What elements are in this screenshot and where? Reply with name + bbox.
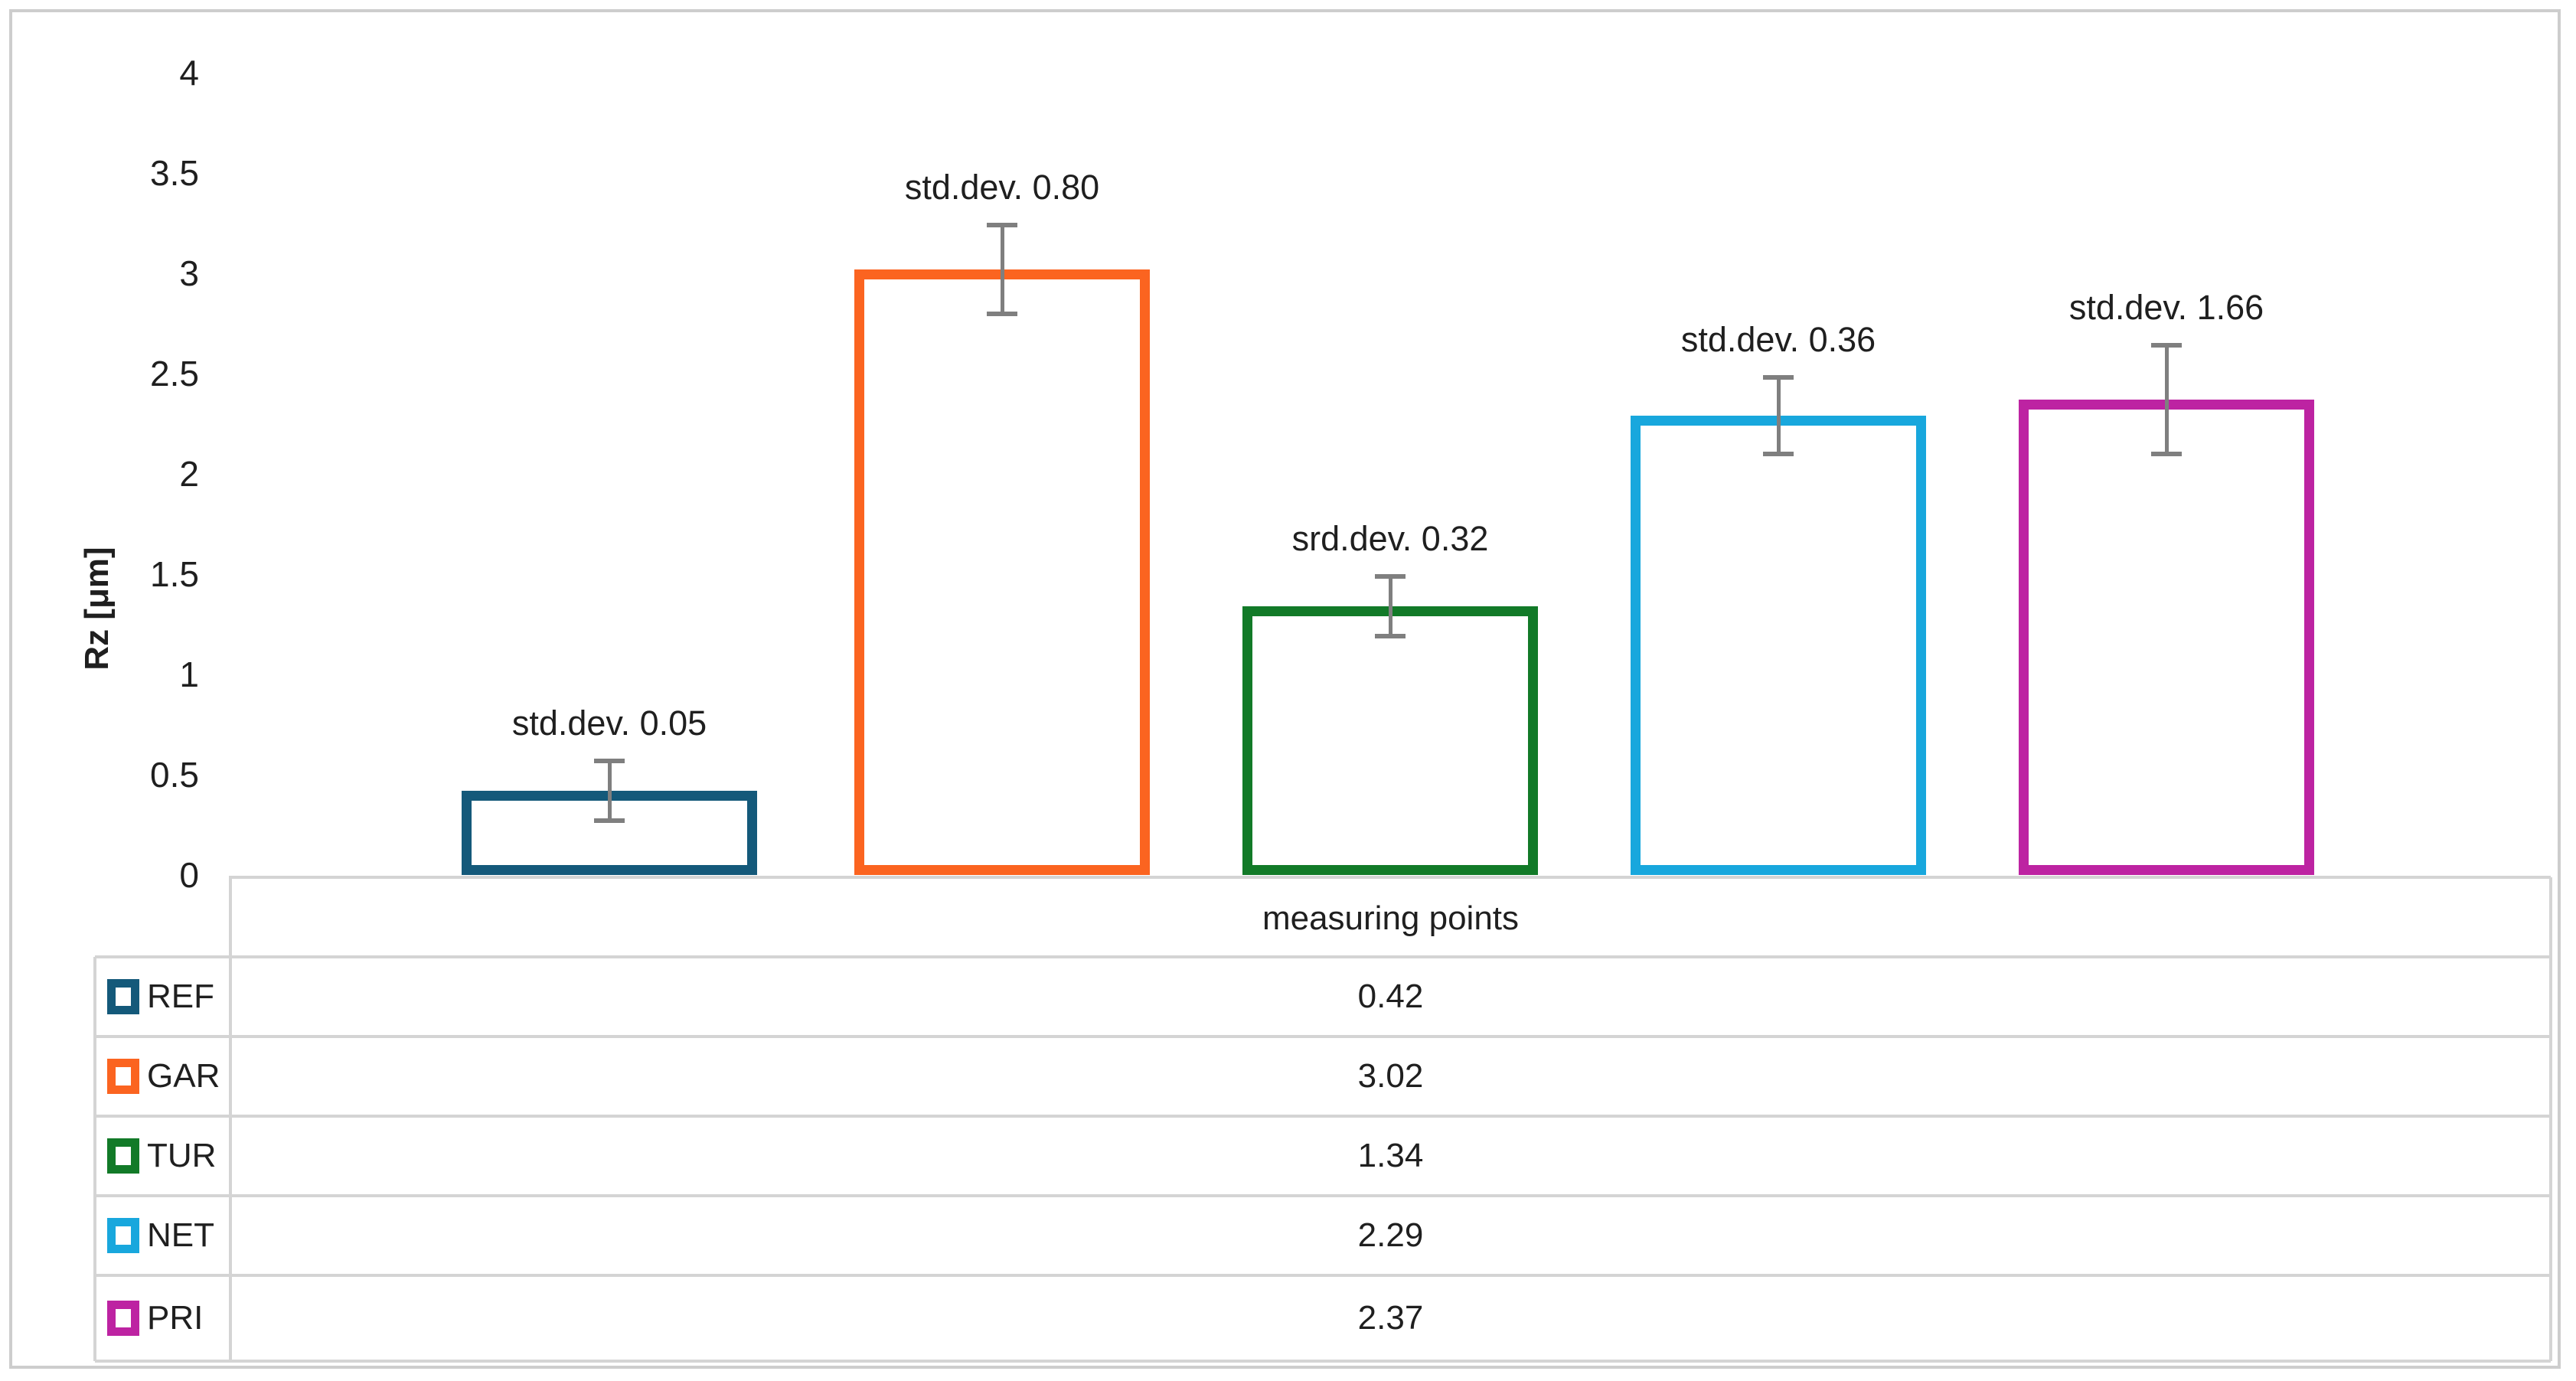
legend-marker-icon-gar (107, 1059, 139, 1094)
y-axis-title: Rz [μm] (78, 547, 116, 671)
table-column-divider (229, 877, 232, 1361)
bar-net (1631, 416, 1926, 875)
error-bar-line (2165, 345, 2169, 454)
error-bar-line (608, 761, 612, 821)
std-dev-label-tur: srd.dev. 0.32 (1291, 519, 1489, 558)
axis-baseline (229, 876, 2551, 879)
legend-label: NET (147, 1216, 214, 1254)
chart-outer-frame (9, 9, 2561, 1369)
y-axis-tick-label: 4 (179, 53, 199, 93)
y-axis-tick-label: 2.5 (150, 354, 199, 393)
error-bar-cap-bottom (1763, 452, 1794, 456)
table-value-gar: 3.02 (1357, 1057, 1424, 1095)
y-axis-tick-label: 1 (179, 655, 199, 694)
legend-label: PRI (147, 1299, 204, 1337)
error-bar-cap-bottom (594, 818, 625, 823)
y-axis-tick-label: 0.5 (150, 755, 199, 795)
table-value-ref: 0.42 (1357, 978, 1424, 1015)
error-bar-cap-bottom (1375, 634, 1406, 638)
error-bar-line (1389, 576, 1392, 636)
error-bar-line (1001, 225, 1004, 314)
error-bar-cap-top (1763, 375, 1794, 380)
std-dev-label-gar: std.dev. 0.80 (904, 168, 1100, 207)
table-bottom-line (95, 1360, 2551, 1363)
bar-tur (1242, 606, 1538, 875)
error-bar-cap-top (1375, 574, 1406, 579)
table-row-line (95, 955, 2551, 958)
error-bar-cap-bottom (2151, 452, 2182, 456)
y-axis-tick-label: 3.5 (150, 153, 199, 193)
error-bar-cap-top (987, 223, 1017, 227)
y-axis-tick-label: 1.5 (150, 554, 199, 594)
legend-key-ref: REF (95, 957, 230, 1037)
legend-key-pri: PRI (95, 1275, 230, 1361)
legend-label: GAR (147, 1057, 220, 1095)
legend-marker-icon-net (107, 1218, 139, 1253)
table-value-tur: 1.34 (1357, 1137, 1424, 1174)
legend-key-gar: GAR (95, 1037, 230, 1116)
table-row-line (95, 1194, 2551, 1197)
legend-key-net: NET (95, 1196, 230, 1275)
table-header-measuring-points: measuring points (1262, 899, 1520, 937)
table-row-line (95, 1115, 2551, 1118)
legend-marker-icon-ref (107, 979, 139, 1014)
table-value-net: 2.29 (1357, 1216, 1424, 1254)
legend-marker-icon-tur (107, 1138, 139, 1174)
legend-marker-icon-pri (107, 1301, 139, 1336)
error-bar-cap-top (2151, 343, 2182, 348)
error-bar-line (1777, 377, 1781, 454)
error-bar-cap-top (594, 759, 625, 763)
std-dev-label-ref: std.dev. 0.05 (511, 704, 707, 743)
std-dev-label-pri: std.dev. 1.66 (2068, 288, 2264, 327)
legend-label: TUR (147, 1137, 217, 1174)
table-left-border (93, 957, 96, 1361)
y-axis-tick-label: 2 (179, 454, 199, 494)
y-axis-tick-label: 0 (179, 855, 199, 895)
legend-key-tur: TUR (95, 1116, 230, 1196)
bar-gar (854, 269, 1150, 875)
error-bar-cap-bottom (987, 312, 1017, 316)
table-row-line (95, 1274, 2551, 1277)
std-dev-label-net: std.dev. 0.36 (1680, 320, 1876, 359)
y-axis-tick-label: 3 (179, 253, 199, 293)
table-row-line (95, 1035, 2551, 1038)
legend-label: REF (147, 978, 214, 1015)
bar-pri (2019, 400, 2314, 875)
table-value-pri: 2.37 (1357, 1299, 1424, 1337)
table-right-border (2549, 877, 2552, 1361)
